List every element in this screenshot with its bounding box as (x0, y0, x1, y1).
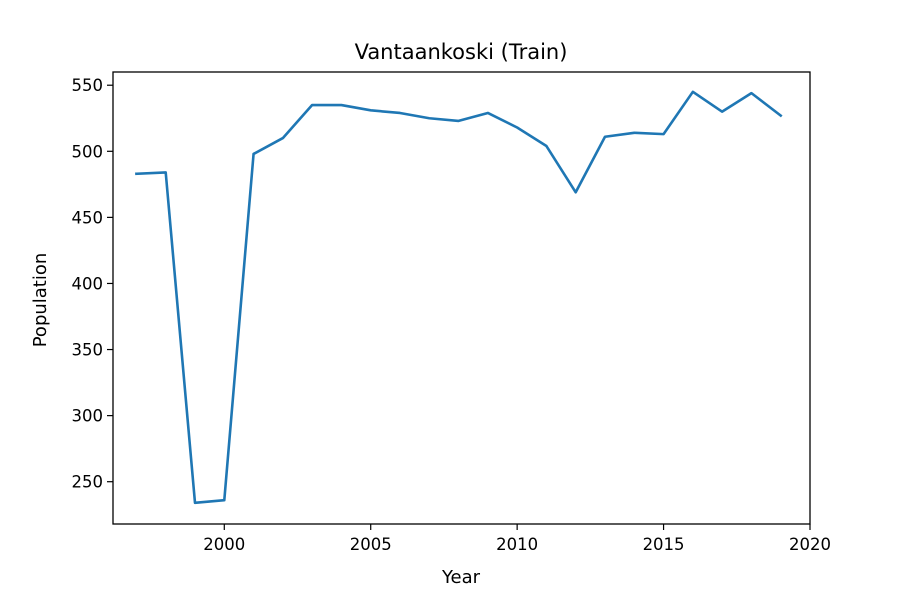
x-tick-label-2005: 2005 (350, 535, 392, 554)
y-tick-label-250: 250 (72, 473, 104, 492)
x-tick-label-2000: 2000 (203, 535, 245, 554)
x-tick-label-2015: 2015 (643, 535, 685, 554)
y-tick-label-500: 500 (72, 142, 104, 161)
chart-title: Vantaankoski (Train) (355, 40, 568, 64)
x-tick-label-2010: 2010 (496, 535, 538, 554)
series-line-0 (135, 90, 783, 505)
y-tick-label-300: 300 (72, 407, 104, 426)
plot-area: 2000 2005 2010 2015 2020 250 300 350 400 450 500 55… (72, 71, 831, 554)
x-axis-label: Year (441, 567, 481, 588)
y-tick-label-550: 550 (72, 76, 104, 95)
y-tick-label-400: 400 (72, 274, 104, 293)
axes-frame (112, 71, 811, 525)
y-tick-label-350: 350 (72, 341, 104, 360)
y-tick-label-450: 450 (72, 208, 104, 227)
y-axis-label: Population (30, 253, 51, 348)
x-tick-label-2020: 2020 (789, 535, 831, 554)
